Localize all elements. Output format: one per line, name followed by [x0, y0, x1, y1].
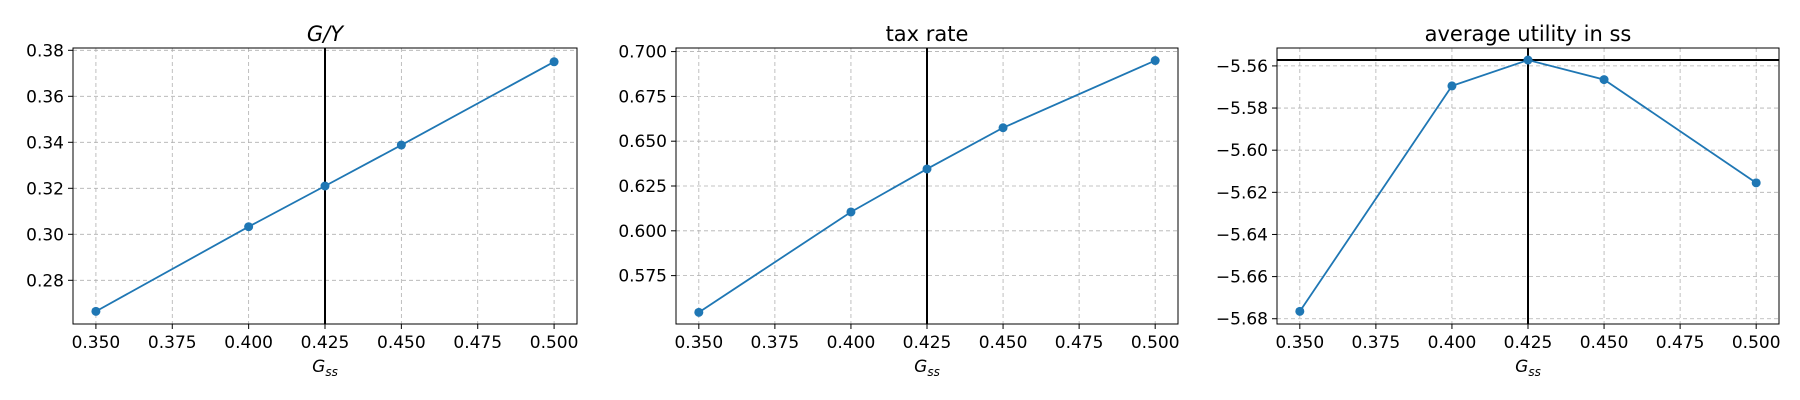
y-tick-label: −5.58 [1216, 99, 1268, 119]
data-point [1447, 81, 1457, 91]
y-tick-label: 0.700 [618, 43, 667, 63]
x-tick-label: 0.475 [453, 333, 502, 353]
x-tick-label: 0.375 [751, 333, 800, 353]
data-point [244, 222, 254, 232]
x-tick-label: 0.500 [530, 333, 579, 353]
y-tick-label: 0.28 [26, 271, 64, 291]
x-tick-label: 0.425 [301, 333, 350, 353]
y-tick-label: 0.650 [618, 132, 667, 152]
x-tick-label: 0.500 [1131, 333, 1180, 353]
data-point [1751, 178, 1761, 188]
data-point [396, 140, 406, 150]
data-point [922, 164, 932, 174]
data-point [1523, 55, 1533, 65]
data-point [91, 306, 101, 316]
y-tick-label: −5.66 [1216, 268, 1268, 288]
data-point [694, 307, 704, 317]
x-axis-label: Gss [914, 357, 940, 379]
data-point [320, 181, 330, 191]
x-tick-label: 0.350 [72, 333, 121, 353]
y-tick-label: 0.575 [618, 267, 667, 287]
chart-title: tax rate [886, 22, 969, 46]
data-point [549, 57, 559, 67]
x-tick-label: 0.400 [1428, 333, 1477, 353]
chart-panel-3: 0.350 0.375 0.400 0.425 0.450 0.475 0.500 −5.68… [1216, 22, 1781, 379]
data-point [998, 123, 1008, 133]
x-tick-label: 0.450 [979, 333, 1028, 353]
y-tick-label: 0.675 [618, 87, 667, 107]
y-tick-label: −5.60 [1216, 141, 1268, 161]
x-tick-label: 0.375 [148, 333, 197, 353]
x-axis-label: Gss [1515, 357, 1541, 379]
chart-title: average utility in ss [1425, 22, 1632, 46]
x-tick-label: 0.500 [1732, 333, 1781, 353]
y-tick-label: −5.56 [1216, 57, 1268, 77]
y-tick-label: 0.600 [618, 222, 667, 242]
y-tick-label: 0.625 [618, 177, 667, 197]
x-tick-label: 0.450 [377, 333, 426, 353]
x-tick-label: 0.425 [903, 333, 952, 353]
chart-title: G/Y [307, 22, 345, 46]
chart-panel-1: 0.350 0.375 0.400 0.425 0.450 0.475 0.500 0.28 0… [26, 22, 578, 379]
x-tick-label: 0.425 [1504, 333, 1553, 353]
data-point [846, 207, 856, 217]
y-tick-label: 0.38 [26, 41, 64, 61]
y-tick-label: −5.68 [1216, 310, 1268, 330]
x-tick-label: 0.450 [1580, 333, 1629, 353]
x-tick-label: 0.350 [1275, 333, 1324, 353]
x-tick-label: 0.475 [1656, 333, 1705, 353]
data-point [1150, 56, 1160, 66]
x-tick-label: 0.375 [1352, 333, 1401, 353]
y-tick-label: 0.36 [26, 87, 64, 107]
chart-panel-2: 0.350 0.375 0.400 0.425 0.450 0.475 0.500 0.575… [618, 22, 1179, 379]
y-tick-label: −5.64 [1216, 225, 1268, 245]
y-tick-label: 0.32 [26, 179, 64, 199]
x-tick-label: 0.475 [1055, 333, 1104, 353]
y-tick-label: −5.62 [1216, 183, 1268, 203]
y-tick-label: 0.30 [26, 225, 64, 245]
y-tick-label: 0.34 [26, 133, 64, 153]
x-axis-label: Gss [312, 357, 338, 379]
data-point [1599, 75, 1609, 85]
x-tick-label: 0.350 [674, 333, 723, 353]
data-point [1295, 306, 1305, 316]
x-tick-label: 0.400 [827, 333, 876, 353]
x-tick-label: 0.400 [224, 333, 273, 353]
